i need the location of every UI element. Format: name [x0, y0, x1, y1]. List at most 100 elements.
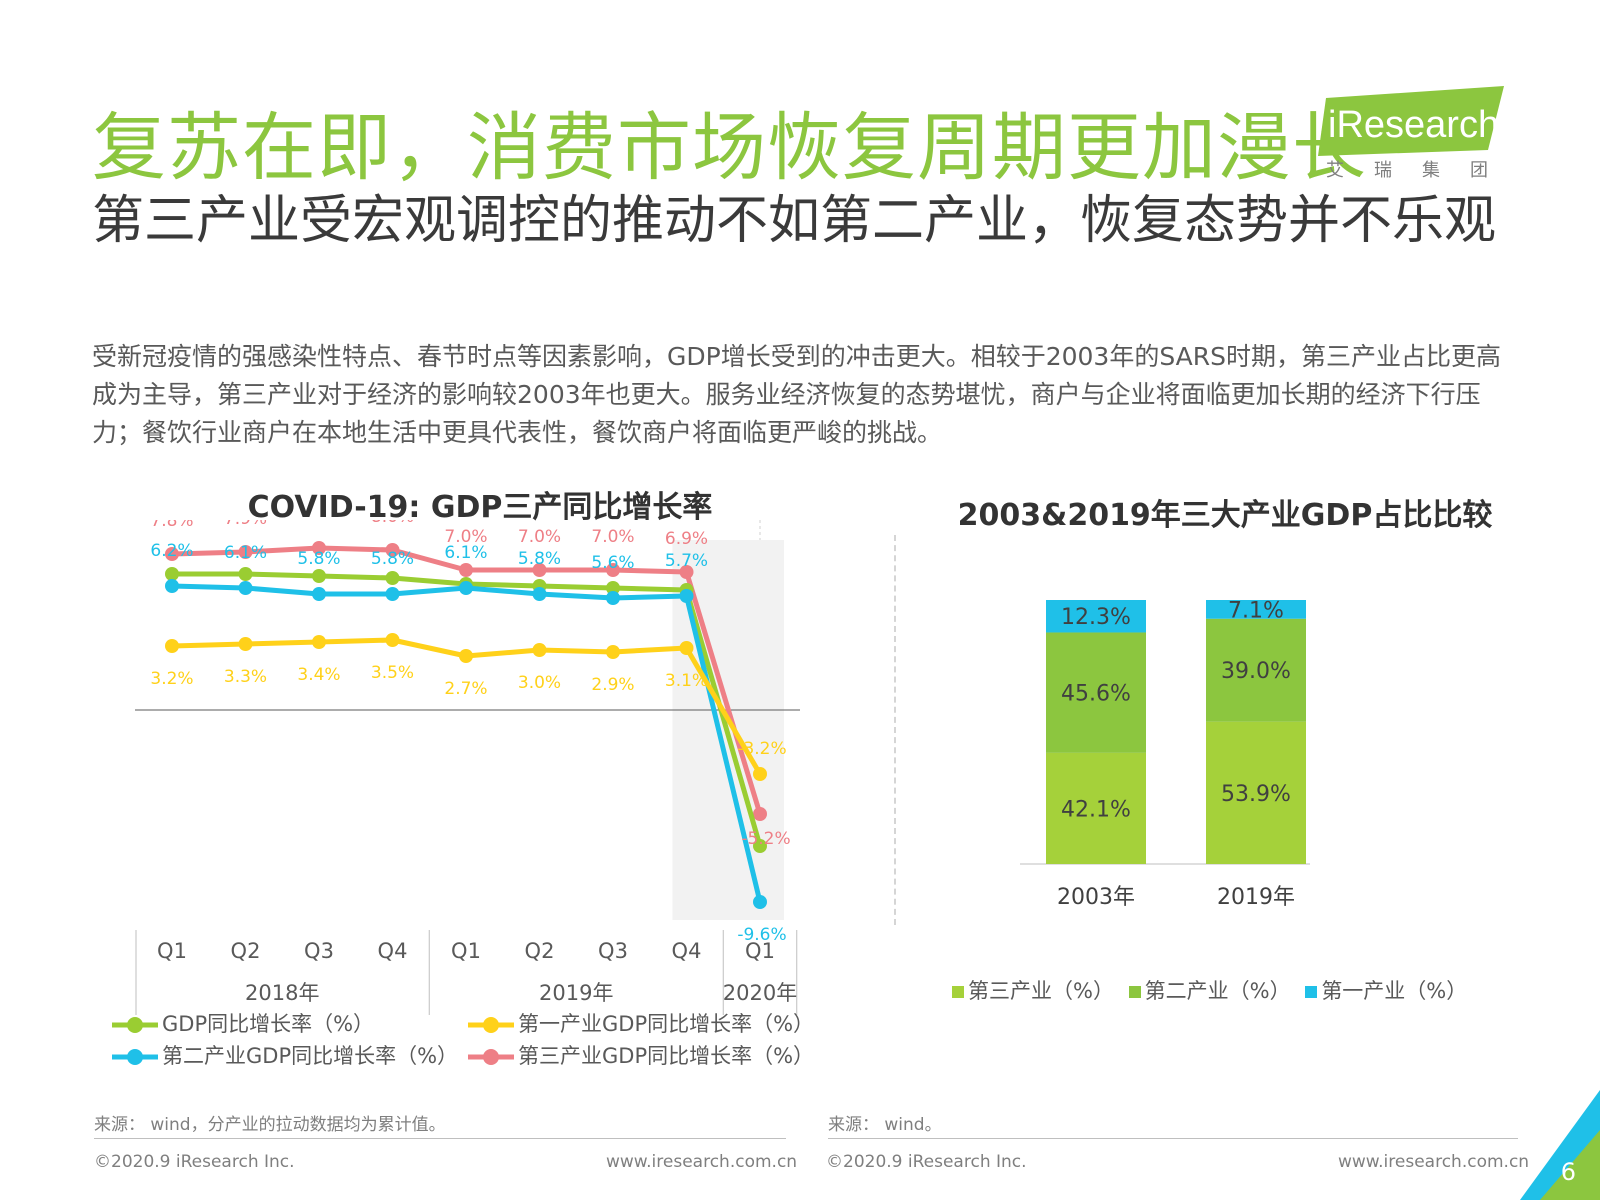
series-2-point-2 — [312, 587, 326, 601]
legend-tertiary-marker-icon — [468, 1049, 514, 1065]
series-1-point-1 — [238, 567, 253, 581]
series-3-label-0: 3.2% — [150, 669, 193, 689]
series-0-point-7 — [679, 565, 694, 579]
logo-shape-icon — [1318, 86, 1504, 156]
series-3-label-4: 2.7% — [444, 679, 487, 699]
series-2-point-3 — [385, 587, 400, 601]
series-3-label-8: -3.2% — [737, 739, 786, 759]
x-tick-label-5: Q2 — [525, 939, 555, 963]
x-tick-label-4: Q1 — [451, 939, 481, 963]
bar-legend-item-primary: 第一产业（%） — [1305, 979, 1467, 1003]
series-0-label-2: 8.1% — [297, 520, 340, 525]
series-3-label-3: 3.5% — [371, 663, 414, 683]
legend-primary-marker-icon — [468, 1017, 514, 1033]
page-headline: 复苏在即，消费市场恢复周期更加漫长 — [92, 105, 1367, 191]
legend-secondary-label: 第二产业GDP同比增长率（%） — [162, 1044, 459, 1068]
left-copyright: ©2020.9 iResearch Inc. — [94, 1152, 295, 1172]
logo-cn: 艾瑞集团 — [1326, 160, 1518, 181]
series-2-label-6: 5.6% — [591, 553, 634, 573]
series-2-label-1: 6.1% — [224, 543, 267, 563]
line-chart-title: COVID-19: GDP三产同比增长率 — [247, 490, 713, 525]
series-0-label-1: 7.9% — [224, 520, 267, 529]
series-2-point-8 — [753, 895, 767, 909]
corner-decoration-icon — [1520, 1090, 1600, 1200]
series-line-2 — [171, 583, 763, 903]
series-0-point-6 — [606, 563, 620, 577]
x-group-label-1: 2019年 — [539, 981, 613, 1005]
bar-0-label-2: 12.3% — [1061, 605, 1131, 630]
series-2-label-2: 5.8% — [297, 549, 340, 569]
legend-item-secondary: 第二产业GDP同比增长率（%） — [112, 1040, 458, 1070]
legend-gdp-label: GDP同比增长率（%） — [162, 1012, 375, 1036]
extra-label-0: -5.2% — [741, 829, 790, 849]
bar-legend: 第三产业（%） 第二产业（%） 第一产业（%） — [952, 975, 1467, 1005]
series-0-point-2 — [312, 541, 326, 555]
series-3-point-4 — [459, 649, 473, 663]
legend-item-primary: 第一产业GDP同比增长率（%） — [468, 1008, 814, 1038]
line-chart: 7.8% 7.9% 8.1% 8.0% 7.0% 7.0% 7.0% 6.9% 6.2% 6.1%… — [135, 520, 800, 1015]
series-1-point-0 — [165, 567, 179, 581]
series-0-point-8 — [753, 807, 767, 821]
bar-chart-title: 2003&2019年三大产业GDP占比比较 — [957, 498, 1493, 533]
series-2-label-4: 6.1% — [444, 543, 487, 563]
series-0-point-0 — [165, 547, 179, 561]
bar-legend-primary-label: 第一产业（%） — [1321, 979, 1468, 1003]
legend-item-tertiary: 第三产业GDP同比增长率（%） — [468, 1040, 814, 1070]
series-2-point-6 — [606, 591, 620, 605]
right-site-url: www.iresearch.com.cn — [1338, 1152, 1530, 1172]
series-2-label-7: 5.7% — [665, 551, 708, 571]
series-2-point-4 — [459, 581, 473, 595]
x-tick-label-2: Q3 — [304, 939, 334, 963]
bar-1-label-1: 39.0% — [1221, 659, 1291, 684]
series-0-label-0: 7.8% — [150, 520, 193, 531]
bar-legend-item-tertiary: 第三产业（%） — [952, 979, 1114, 1003]
series-0-point-4 — [459, 563, 473, 577]
logo-word: iResearch — [1328, 104, 1500, 146]
bar-legend-secondary-swatch — [1128, 986, 1141, 998]
bar-1-segment-0 — [1206, 721, 1306, 864]
legend-tertiary-label: 第三产业GDP同比增长率（%） — [518, 1044, 815, 1068]
x-tick-label-7: Q4 — [672, 939, 702, 963]
chart-divider — [894, 535, 896, 925]
series-1-point-6 — [606, 581, 620, 595]
bar-category-label-0: 2003年 — [1057, 885, 1135, 910]
bar-1-segment-1 — [1206, 618, 1306, 722]
x-tick-label-1: Q2 — [231, 939, 261, 963]
bar-1-label-2: 7.1% — [1228, 600, 1284, 623]
series-2-label-3: 5.8% — [371, 549, 414, 569]
series-2-point-0 — [165, 579, 179, 593]
series-0-point-5 — [532, 563, 547, 577]
series-0-point-1 — [238, 545, 253, 559]
series-3-point-3 — [385, 633, 400, 647]
bar-1-segment-2 — [1206, 600, 1306, 619]
bar-legend-item-secondary: 第二产业（%） — [1128, 979, 1291, 1003]
series-3-label-7: 3.1% — [665, 671, 708, 691]
left-source-note: 来源： wind，分产业的拉动数据均为累计值。 — [94, 1115, 446, 1135]
series-3-point-6 — [606, 645, 620, 659]
series-2-label-5: 5.8% — [518, 549, 561, 569]
series-2-label-8: -9.6% — [737, 925, 786, 945]
x-tick-label-8: Q1 — [745, 939, 775, 963]
series-0-label-5: 7.0% — [518, 527, 561, 547]
bar-category-label-1: 2019年 — [1217, 885, 1295, 910]
page-subtitle: 第三产业受宏观调控的推动不如第二产业，恢复态势并不乐观 — [92, 191, 1497, 251]
series-3-label-1: 3.3% — [224, 667, 267, 687]
series-2-point-5 — [532, 587, 547, 601]
series-0-label-6: 7.0% — [591, 527, 634, 547]
x-tick-label-0: Q1 — [157, 939, 187, 963]
bar-0-label-1: 45.6% — [1061, 682, 1131, 707]
series-3-label-2: 3.4% — [297, 665, 340, 685]
series-0-label-7: 6.9% — [665, 529, 708, 549]
series-2-label-0: 6.2% — [150, 541, 193, 561]
right-source-note: 来源： wind。 — [828, 1115, 942, 1135]
left-site-url: www.iresearch.com.cn — [606, 1152, 798, 1172]
series-2-point-7 — [679, 589, 694, 603]
legend-gdp-marker-icon — [112, 1017, 158, 1033]
series-3-label-5: 3.0% — [518, 673, 561, 693]
bar-legend-tertiary-label: 第三产业（%） — [968, 979, 1114, 1003]
bar-0-segment-0 — [1046, 752, 1146, 864]
bar-1-label-0: 53.9% — [1221, 782, 1291, 807]
series-3-point-7 — [679, 641, 694, 655]
body-paragraph: 受新冠疫情的强感染性特点、春节时点等因素影响，GDP增长受到的冲击更大。相较于2… — [92, 342, 1502, 447]
iresearch-logo: iResearch 艾瑞集团 — [1318, 86, 1518, 186]
